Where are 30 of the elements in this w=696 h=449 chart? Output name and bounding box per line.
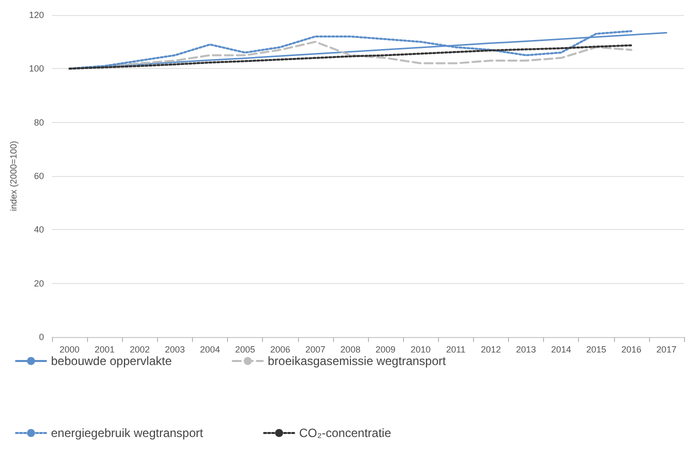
x-tick-label: 2005 — [235, 344, 256, 354]
legend-label: bebouwde oppervlakte — [51, 354, 172, 368]
x-tick-label: 2008 — [340, 344, 360, 354]
x-tick-label: 2012 — [480, 344, 501, 354]
x-tick-label: 2013 — [516, 344, 536, 354]
x-tick-label: 2015 — [586, 344, 606, 354]
x-tick-label: 2016 — [621, 344, 642, 354]
x-tick-label: 2009 — [376, 344, 396, 354]
y-tick-label: 80 — [34, 117, 44, 128]
legend-label: energiegebruik wegtransport — [51, 426, 204, 440]
x-tick-label: 2014 — [551, 344, 572, 354]
y-tick-label: 60 — [34, 171, 44, 181]
y-tick-label: 20 — [34, 278, 44, 288]
y-tick-label: 0 — [38, 332, 44, 342]
x-tick-label: 2010 — [410, 344, 431, 354]
legend-label: CO₂-concentratie — [299, 426, 392, 440]
x-tick-label: 2017 — [656, 344, 676, 354]
x-tick-label: 2000 — [60, 344, 80, 354]
x-tick-label: 2001 — [94, 344, 115, 354]
x-tick-label: 2011 — [446, 344, 466, 354]
x-tick-label: 2006 — [270, 344, 290, 354]
y-tick-label: 100 — [28, 64, 44, 74]
y-tick-label: 40 — [34, 224, 44, 235]
legend-label: broeikasgasemissie wegtransport — [268, 354, 447, 368]
x-tick-label: 2003 — [164, 344, 185, 354]
x-tick-label: 2002 — [130, 344, 150, 354]
x-tick-label: 2004 — [200, 344, 220, 354]
x-tick-label: 2007 — [305, 344, 326, 354]
y-tick-label: 120 — [28, 10, 44, 20]
y-axis-title: index (2000=100) — [8, 140, 18, 212]
